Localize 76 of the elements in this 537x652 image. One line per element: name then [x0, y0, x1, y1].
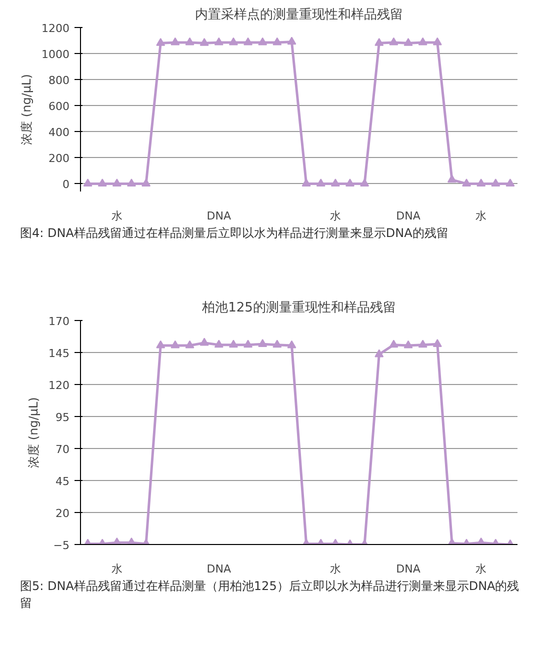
- point: [476, 178, 486, 186]
- point: [491, 178, 500, 186]
- point: [142, 178, 151, 186]
- point: [83, 178, 92, 186]
- chart-title: 柏池125的测量重现性和样品残留: [201, 300, 396, 316]
- point: [287, 36, 296, 45]
- y-tick-label: 400: [48, 126, 70, 140]
- y-tick-label: −5: [53, 539, 70, 552]
- y-tick-label: 145: [48, 347, 70, 360]
- point: [418, 37, 428, 46]
- point: [360, 178, 370, 186]
- y-tick-label: 200: [48, 152, 70, 166]
- point: [302, 178, 311, 186]
- point: [374, 349, 384, 358]
- point: [185, 37, 194, 46]
- y-axis-title: 浓度 (ng/μL): [20, 74, 34, 145]
- point: [244, 340, 253, 348]
- point: [272, 340, 282, 348]
- point: [432, 37, 442, 46]
- y-tick-label: 1000: [42, 48, 70, 62]
- point: [98, 178, 107, 186]
- x-tick-label: 水: [330, 562, 341, 576]
- y-tick-label: 120: [48, 379, 70, 392]
- y-tick-label: 170: [48, 315, 70, 328]
- y-tick-label: 800: [48, 74, 70, 88]
- point: [389, 37, 398, 46]
- point: [112, 178, 122, 186]
- point: [418, 340, 428, 348]
- point: [214, 340, 224, 348]
- y-tick-label: 20: [56, 507, 70, 520]
- y-tick-label: 70: [56, 443, 70, 456]
- x-tick-label: 水: [111, 210, 122, 222]
- x-tick-label: 水: [476, 210, 487, 222]
- point: [316, 178, 326, 186]
- x-tick-label: DNA: [396, 210, 421, 222]
- x-tick-label: DNA: [206, 210, 232, 222]
- point: [374, 38, 384, 46]
- x-tick-label: DNA: [206, 562, 232, 576]
- point: [170, 37, 180, 46]
- point: [330, 178, 340, 186]
- y-tick-label: 0: [62, 178, 70, 192]
- point: [185, 340, 194, 348]
- chart-title: 内置采样点的测量重现性和样品残留: [195, 8, 403, 22]
- y-tick-label: 600: [48, 100, 70, 114]
- point: [287, 340, 296, 348]
- x-tick-label: 水: [111, 562, 122, 576]
- point: [272, 37, 282, 46]
- x-tick-label: 水: [330, 210, 341, 222]
- caption: 图5: DNA样品残留通过在样品测量（用柏池125）后立即以水为样品进行测量来显示DNA的残留: [20, 578, 520, 612]
- point: [462, 178, 472, 186]
- point: [214, 37, 224, 46]
- point: [345, 178, 354, 186]
- x-tick-label: DNA: [396, 562, 421, 576]
- point: [404, 340, 413, 348]
- point: [156, 340, 166, 348]
- point: [228, 37, 238, 46]
- x-tick-label: 水: [476, 562, 487, 576]
- point: [258, 37, 268, 46]
- point: [156, 38, 166, 46]
- point: [404, 38, 413, 46]
- point: [506, 178, 515, 186]
- point: [432, 339, 442, 347]
- y-tick-label: 95: [56, 411, 70, 424]
- point: [447, 174, 456, 183]
- point: [389, 340, 398, 348]
- y-tick-label: 45: [56, 475, 70, 488]
- point: [200, 338, 209, 346]
- point: [170, 340, 180, 348]
- point: [126, 178, 136, 186]
- point: [228, 340, 238, 348]
- point: [258, 339, 268, 347]
- caption: 图4: DNA样品残留通过在样品测量后立即以水为样品进行测量来显示DNA的残留: [20, 225, 448, 242]
- point: [244, 37, 253, 46]
- y-axis-title: 浓度 (ng/μL): [26, 397, 41, 468]
- y-tick-label: 1200: [42, 22, 70, 35]
- point: [200, 38, 209, 46]
